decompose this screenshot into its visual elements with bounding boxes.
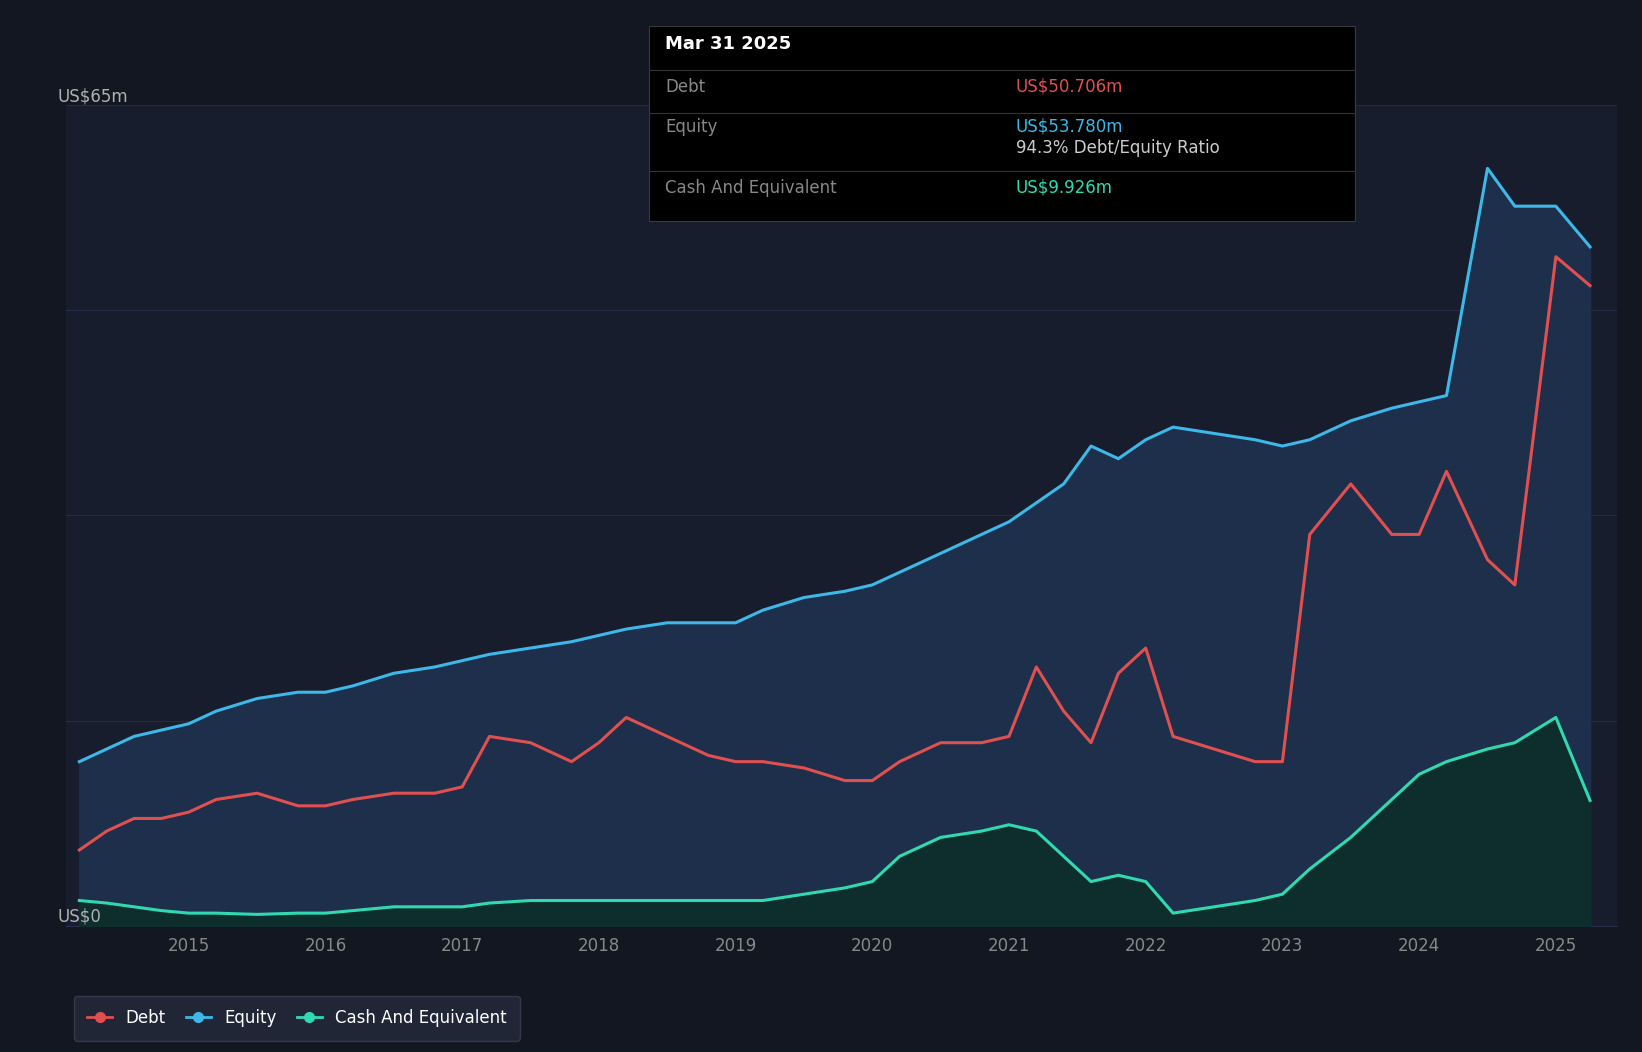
Text: Cash And Equivalent: Cash And Equivalent bbox=[665, 179, 837, 197]
Text: US$53.780m: US$53.780m bbox=[1016, 118, 1123, 136]
Text: US$9.926m: US$9.926m bbox=[1016, 179, 1113, 197]
Text: Mar 31 2025: Mar 31 2025 bbox=[665, 36, 791, 54]
Text: US$0: US$0 bbox=[57, 908, 102, 926]
Text: US$65m: US$65m bbox=[57, 87, 128, 105]
Text: Debt: Debt bbox=[665, 78, 704, 96]
Text: Equity: Equity bbox=[665, 118, 718, 136]
Text: US$50.706m: US$50.706m bbox=[1016, 78, 1123, 96]
Text: 94.3% Debt/Equity Ratio: 94.3% Debt/Equity Ratio bbox=[1016, 139, 1220, 157]
Legend: Debt, Equity, Cash And Equivalent: Debt, Equity, Cash And Equivalent bbox=[74, 996, 521, 1040]
